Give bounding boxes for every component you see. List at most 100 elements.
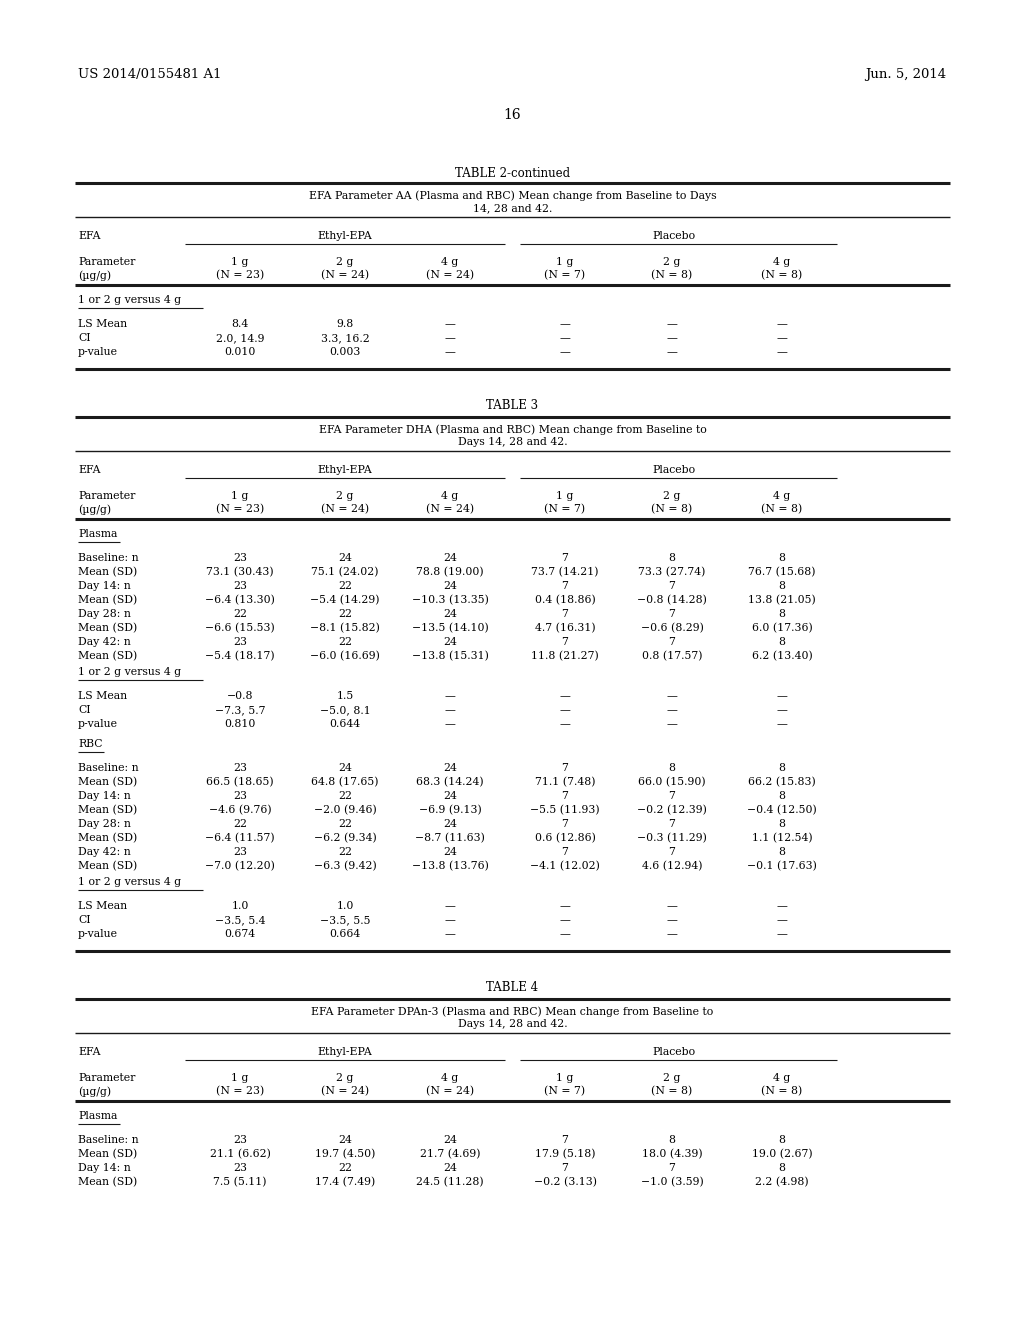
Text: −6.0 (16.69): −6.0 (16.69): [310, 651, 380, 661]
Text: 24: 24: [443, 553, 457, 564]
Text: 24: 24: [443, 638, 457, 647]
Text: Mean (SD): Mean (SD): [78, 805, 137, 816]
Text: −0.2 (3.13): −0.2 (3.13): [534, 1177, 597, 1187]
Text: (N = 7): (N = 7): [545, 1086, 586, 1097]
Text: 4 g: 4 g: [441, 257, 459, 267]
Text: —: —: [559, 719, 570, 729]
Text: —: —: [559, 915, 570, 925]
Text: −4.6 (9.76): −4.6 (9.76): [209, 805, 271, 816]
Text: 7: 7: [561, 791, 568, 801]
Text: 78.8 (19.00): 78.8 (19.00): [416, 568, 483, 577]
Text: 24: 24: [338, 553, 352, 564]
Text: 1.0: 1.0: [231, 902, 249, 911]
Text: 7: 7: [669, 581, 676, 591]
Text: 19.0 (2.67): 19.0 (2.67): [752, 1148, 812, 1159]
Text: 0.8 (17.57): 0.8 (17.57): [642, 651, 702, 661]
Text: 7: 7: [561, 818, 568, 829]
Text: 23: 23: [233, 763, 247, 774]
Text: 8: 8: [778, 1163, 785, 1173]
Text: —: —: [559, 705, 570, 715]
Text: 66.5 (18.65): 66.5 (18.65): [206, 777, 273, 787]
Text: —: —: [559, 902, 570, 911]
Text: —: —: [776, 347, 787, 356]
Text: −0.4 (12.50): −0.4 (12.50): [748, 805, 817, 816]
Text: (N = 8): (N = 8): [651, 271, 692, 280]
Text: Placebo: Placebo: [652, 1047, 695, 1057]
Text: —: —: [776, 690, 787, 701]
Text: (N = 24): (N = 24): [426, 504, 474, 515]
Text: 14, 28 and 42.: 14, 28 and 42.: [473, 203, 552, 213]
Text: 7: 7: [561, 553, 568, 564]
Text: Day 28: n: Day 28: n: [78, 818, 131, 829]
Text: —: —: [776, 705, 787, 715]
Text: RBC: RBC: [78, 739, 102, 748]
Text: Ethyl-EPA: Ethyl-EPA: [317, 1047, 373, 1057]
Text: —: —: [444, 902, 456, 911]
Text: (µg/g): (µg/g): [78, 1086, 112, 1097]
Text: 21.1 (6.62): 21.1 (6.62): [210, 1148, 270, 1159]
Text: −0.1 (17.63): −0.1 (17.63): [748, 861, 817, 871]
Text: 23: 23: [233, 1163, 247, 1173]
Text: —: —: [444, 915, 456, 925]
Text: −1.0 (3.59): −1.0 (3.59): [641, 1177, 703, 1187]
Text: 7: 7: [561, 847, 568, 857]
Text: −0.2 (12.39): −0.2 (12.39): [637, 805, 707, 816]
Text: Placebo: Placebo: [652, 231, 695, 242]
Text: 2 g: 2 g: [664, 491, 681, 502]
Text: 24: 24: [338, 1135, 352, 1144]
Text: 8: 8: [778, 818, 785, 829]
Text: (N = 24): (N = 24): [426, 271, 474, 280]
Text: 8: 8: [669, 763, 676, 774]
Text: (N = 24): (N = 24): [321, 271, 369, 280]
Text: 4.7 (16.31): 4.7 (16.31): [535, 623, 595, 634]
Text: —: —: [667, 333, 678, 343]
Text: 3.3, 16.2: 3.3, 16.2: [321, 333, 370, 343]
Text: (N = 8): (N = 8): [762, 1086, 803, 1097]
Text: —: —: [559, 347, 570, 356]
Text: 22: 22: [233, 818, 247, 829]
Text: Mean (SD): Mean (SD): [78, 568, 137, 577]
Text: −0.6 (8.29): −0.6 (8.29): [641, 623, 703, 634]
Text: −10.3 (13.35): −10.3 (13.35): [412, 595, 488, 606]
Text: Mean (SD): Mean (SD): [78, 1148, 137, 1159]
Text: —: —: [776, 319, 787, 329]
Text: 7: 7: [561, 581, 568, 591]
Text: 71.1 (7.48): 71.1 (7.48): [535, 777, 595, 787]
Text: −3.5, 5.4: −3.5, 5.4: [215, 915, 265, 925]
Text: 7: 7: [669, 791, 676, 801]
Text: LS Mean: LS Mean: [78, 319, 127, 329]
Text: 0.664: 0.664: [330, 929, 360, 939]
Text: Placebo: Placebo: [652, 465, 695, 475]
Text: (N = 23): (N = 23): [216, 271, 264, 280]
Text: —: —: [667, 319, 678, 329]
Text: TABLE 3: TABLE 3: [486, 399, 539, 412]
Text: 17.9 (5.18): 17.9 (5.18): [535, 1148, 595, 1159]
Text: 8: 8: [778, 1135, 785, 1144]
Text: —: —: [667, 929, 678, 939]
Text: 22: 22: [233, 609, 247, 619]
Text: LS Mean: LS Mean: [78, 690, 127, 701]
Text: —: —: [776, 929, 787, 939]
Text: 8: 8: [778, 791, 785, 801]
Text: LS Mean: LS Mean: [78, 902, 127, 911]
Text: 8.4: 8.4: [231, 319, 249, 329]
Text: 7: 7: [561, 609, 568, 619]
Text: 23: 23: [233, 847, 247, 857]
Text: —: —: [444, 333, 456, 343]
Text: 24: 24: [443, 609, 457, 619]
Text: —: —: [776, 333, 787, 343]
Text: 11.8 (21.27): 11.8 (21.27): [531, 651, 599, 661]
Text: —: —: [444, 347, 456, 356]
Text: 8: 8: [778, 609, 785, 619]
Text: 24: 24: [443, 847, 457, 857]
Text: 8: 8: [778, 553, 785, 564]
Text: 23: 23: [233, 1135, 247, 1144]
Text: 22: 22: [338, 609, 352, 619]
Text: 7: 7: [561, 1163, 568, 1173]
Text: —: —: [444, 929, 456, 939]
Text: 24: 24: [443, 1135, 457, 1144]
Text: 1 g: 1 g: [556, 257, 573, 267]
Text: Mean (SD): Mean (SD): [78, 651, 137, 661]
Text: 8: 8: [778, 638, 785, 647]
Text: −6.4 (11.57): −6.4 (11.57): [205, 833, 274, 843]
